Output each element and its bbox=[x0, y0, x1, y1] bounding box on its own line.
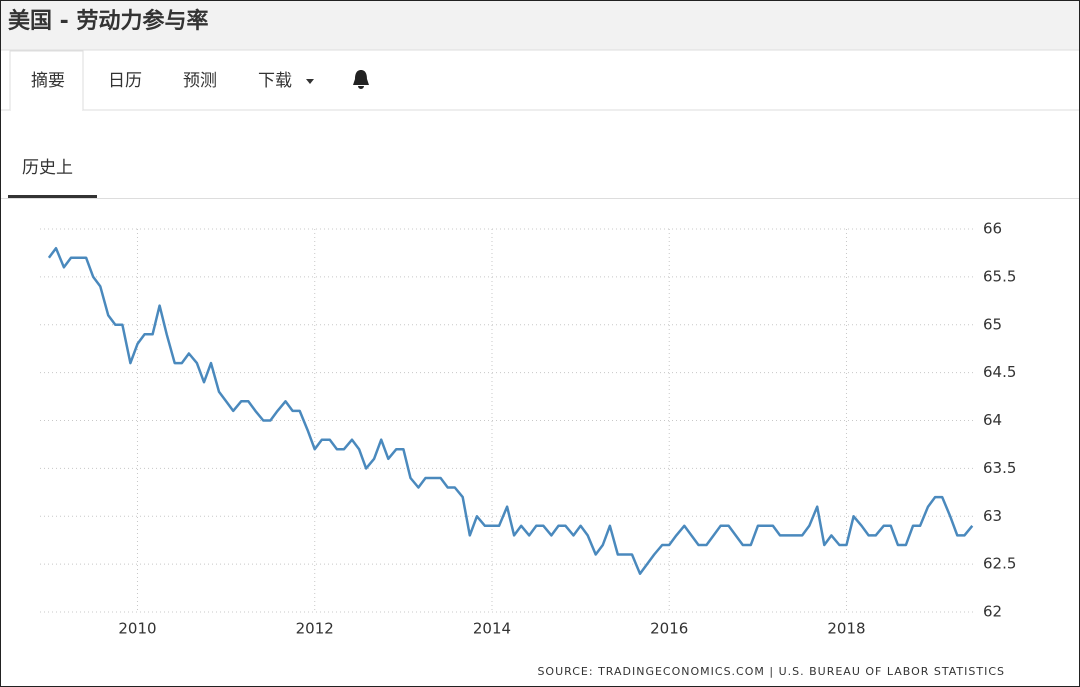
y-tick-label: 65 bbox=[983, 315, 1002, 333]
x-tick-label: 2014 bbox=[473, 620, 511, 638]
y-tick-label: 62.5 bbox=[983, 555, 1016, 573]
active-tab[interactable] bbox=[9, 50, 84, 110]
y-tick-label: 64 bbox=[983, 411, 1002, 429]
bell-icon[interactable] bbox=[353, 70, 369, 89]
dropdown-caret[interactable] bbox=[306, 79, 314, 84]
tab[interactable]: 预测 bbox=[183, 71, 217, 91]
tab[interactable]: 下载 bbox=[258, 71, 292, 91]
x-tick-label: 2010 bbox=[118, 620, 156, 638]
source-note: SOURCE: TRADINGECONOMICS.COM | U.S. BURE… bbox=[537, 665, 1005, 678]
y-tick-label: 64.5 bbox=[983, 363, 1016, 381]
y-tick-label: 66 bbox=[983, 220, 1002, 238]
data-line bbox=[47, 246, 974, 575]
subtab[interactable]: 历史上 bbox=[22, 158, 73, 178]
y-tick-label: 63.5 bbox=[983, 459, 1016, 477]
page-title: 美国 - 劳动力参与率 bbox=[8, 8, 208, 34]
subtab-underline bbox=[8, 195, 97, 198]
tab[interactable]: 摘要 bbox=[31, 71, 65, 91]
x-tick-label: 2016 bbox=[650, 620, 688, 638]
x-tick-label: 2012 bbox=[296, 620, 334, 638]
tab[interactable]: 日历 bbox=[108, 71, 142, 91]
y-tick-label: 65.5 bbox=[983, 267, 1016, 285]
y-tick-label: 63 bbox=[983, 507, 1002, 525]
x-tick-label: 2018 bbox=[827, 620, 865, 638]
header-bar bbox=[1, 1, 1079, 50]
y-tick-label: 62 bbox=[983, 603, 1002, 621]
